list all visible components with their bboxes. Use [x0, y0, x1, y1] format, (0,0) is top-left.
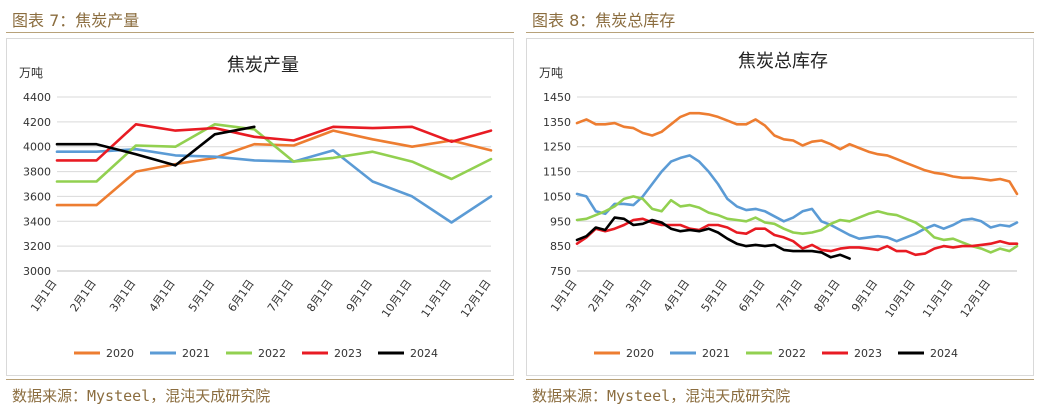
legend-label-2022: 2022 [258, 347, 286, 360]
series-line-2021 [575, 154, 1019, 243]
x-tick-label: 9月1日 [849, 277, 880, 314]
y-tick-label: 750 [550, 265, 571, 278]
y-tick-label: 1350 [543, 116, 571, 129]
x-tick-label: 2月1日 [68, 277, 99, 314]
x-tick-label: 11月1日 [419, 277, 454, 320]
x-tick-label: 7月1日 [265, 277, 296, 314]
y-tick-label: 950 [550, 215, 571, 228]
y-tick-label: 3200 [23, 240, 51, 253]
legend-label-2021: 2021 [182, 347, 210, 360]
figure-panel-production: 图表 7：焦炭产量 焦炭产量万吨 3000 3200 3400 3600 3800 4000… [6, 11, 514, 405]
title-divider [6, 32, 514, 33]
figure-title: 图表 8：焦炭总库存 [532, 11, 676, 30]
x-tick-label: 3月1日 [107, 277, 138, 314]
figure-panel-inventory: 图表 8：焦炭总库存 焦炭总库存万吨 750 850 950 1050 1150 1250 1… [520, 0, 1040, 412]
x-tick-label: 7月1日 [774, 277, 805, 314]
title-divider [526, 32, 1034, 33]
y-tick-label: 1250 [543, 141, 571, 154]
legend-label-2022: 2022 [778, 347, 806, 360]
legend-label-2023: 2023 [334, 347, 362, 360]
source-divider [6, 379, 514, 380]
y-tick-label: 4400 [23, 91, 51, 104]
x-tick-label: 8月1日 [811, 277, 842, 314]
y-unit-label: 万吨 [539, 66, 563, 80]
series-line-2024 [55, 125, 256, 167]
legend-label-2024: 2024 [410, 347, 438, 360]
chart-title: 焦炭总库存 [738, 51, 828, 72]
figure-source: 数据来源：Mysteel，混沌天成研究院 [532, 387, 791, 405]
x-tick-label: 8月1日 [304, 277, 335, 314]
x-tick-label: 12月1日 [458, 277, 493, 320]
y-tick-label: 3400 [23, 215, 51, 228]
x-tick-label: 5月1日 [186, 277, 217, 314]
chart-frame: 焦炭产量万吨 3000 3200 3400 3600 3800 4000 4200 4400 1月… [6, 38, 514, 376]
x-tick-label: 9月1日 [344, 277, 375, 314]
legend-label-2020: 2020 [106, 347, 134, 360]
legend-label-2021: 2021 [702, 347, 730, 360]
y-tick-label: 3800 [23, 166, 51, 179]
y-unit-label: 万吨 [19, 66, 43, 80]
source-divider [526, 379, 1034, 380]
y-tick-label: 1050 [543, 190, 571, 203]
legend-label-2024: 2024 [930, 347, 958, 360]
y-tick-label: 1450 [543, 91, 571, 104]
series-line-2021 [55, 147, 493, 224]
y-tick-label: 4200 [23, 116, 51, 129]
y-tick-label: 850 [550, 240, 571, 253]
x-tick-label: 3月1日 [623, 277, 654, 314]
x-tick-label: 2月1日 [586, 277, 617, 314]
x-tick-label: 4月1日 [661, 277, 692, 314]
series-line-2022 [575, 195, 1019, 254]
legend-label-2020: 2020 [626, 347, 654, 360]
x-tick-label: 6月1日 [736, 277, 767, 314]
y-tick-label: 4000 [23, 141, 51, 154]
x-tick-label: 10月1日 [883, 277, 918, 320]
y-tick-label: 1150 [543, 166, 571, 179]
series-line-2024 [575, 216, 851, 260]
chart-frame: 焦炭总库存万吨 750 850 950 1050 1150 1250 1350 1450 1月1日… [526, 38, 1034, 376]
x-tick-label: 12月1日 [958, 277, 993, 320]
y-tick-label: 3000 [23, 265, 51, 278]
x-tick-label: 1月1日 [28, 277, 59, 314]
x-tick-label: 6月1日 [225, 277, 256, 314]
x-tick-label: 4月1日 [147, 277, 178, 314]
x-tick-label: 10月1日 [379, 277, 414, 320]
legend-label-2023: 2023 [854, 347, 882, 360]
figure-title: 图表 7：焦炭产量 [12, 11, 140, 30]
chart-title: 焦炭产量 [227, 55, 299, 76]
y-tick-label: 3600 [23, 190, 51, 203]
figure-source: 数据来源：Mysteel，混沌天成研究院 [12, 387, 271, 405]
x-tick-label: 5月1日 [699, 277, 730, 314]
x-tick-label: 11月1日 [920, 277, 955, 320]
series-line-2020 [575, 111, 1019, 196]
series-line-2023 [55, 123, 493, 162]
x-tick-label: 1月1日 [548, 277, 579, 314]
